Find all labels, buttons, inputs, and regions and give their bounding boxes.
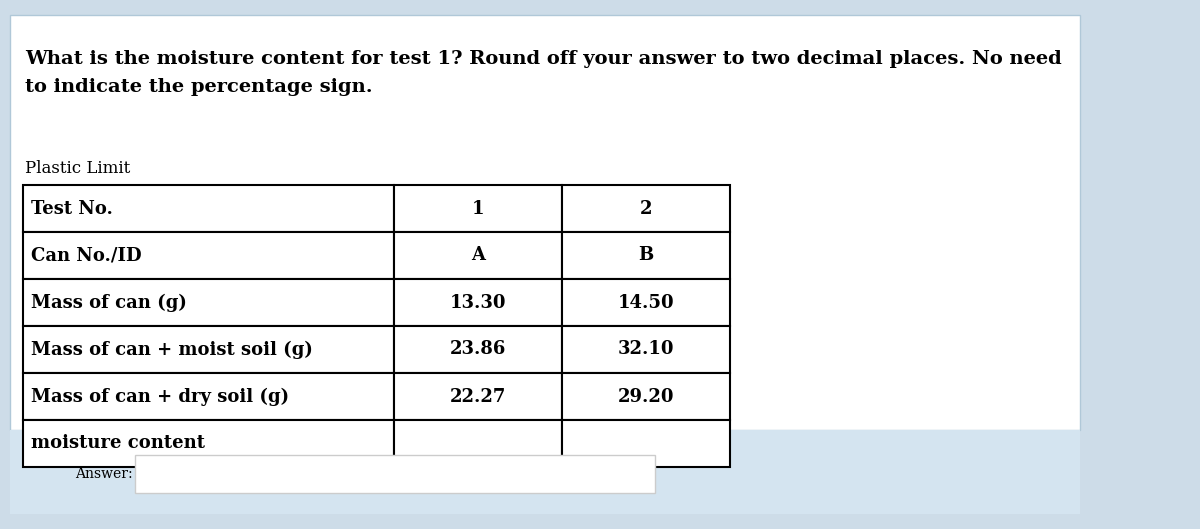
- Bar: [394, 185, 562, 232]
- Bar: [562, 420, 730, 467]
- Text: Mass of can + dry soil (g): Mass of can + dry soil (g): [31, 387, 289, 406]
- Text: What is the moisture content for test 1? Round off your answer to two decimal pl: What is the moisture content for test 1?…: [25, 50, 1062, 68]
- Bar: [23, 373, 394, 420]
- Text: 23.86: 23.86: [450, 341, 506, 359]
- Bar: [394, 326, 562, 373]
- Text: 29.20: 29.20: [618, 388, 674, 406]
- Text: Mass of can + moist soil (g): Mass of can + moist soil (g): [31, 340, 313, 359]
- Bar: [394, 232, 562, 279]
- Bar: [562, 232, 730, 279]
- Bar: [394, 279, 562, 326]
- Text: Test No.: Test No.: [31, 199, 113, 217]
- FancyBboxPatch shape: [10, 430, 1080, 514]
- Text: 1: 1: [472, 199, 485, 217]
- Text: A: A: [472, 247, 485, 264]
- Text: moisture content: moisture content: [31, 434, 205, 452]
- Bar: [23, 326, 394, 373]
- Bar: [394, 373, 562, 420]
- Text: Answer:: Answer:: [74, 467, 133, 481]
- Bar: [23, 279, 394, 326]
- Text: Can No./ID: Can No./ID: [31, 247, 142, 264]
- Text: 13.30: 13.30: [450, 294, 506, 312]
- Bar: [562, 279, 730, 326]
- Bar: [562, 185, 730, 232]
- Text: 32.10: 32.10: [618, 341, 674, 359]
- Text: Mass of can (g): Mass of can (g): [31, 294, 187, 312]
- Text: 14.50: 14.50: [618, 294, 674, 312]
- Text: 22.27: 22.27: [450, 388, 506, 406]
- Text: B: B: [638, 247, 654, 264]
- FancyBboxPatch shape: [134, 455, 655, 493]
- FancyBboxPatch shape: [10, 15, 1080, 430]
- Bar: [23, 232, 394, 279]
- Bar: [562, 326, 730, 373]
- Bar: [23, 420, 394, 467]
- Text: 2: 2: [640, 199, 653, 217]
- Text: to indicate the percentage sign.: to indicate the percentage sign.: [25, 78, 373, 96]
- Bar: [23, 185, 394, 232]
- Text: Plastic Limit: Plastic Limit: [25, 160, 131, 177]
- Bar: [394, 420, 562, 467]
- Bar: [562, 373, 730, 420]
